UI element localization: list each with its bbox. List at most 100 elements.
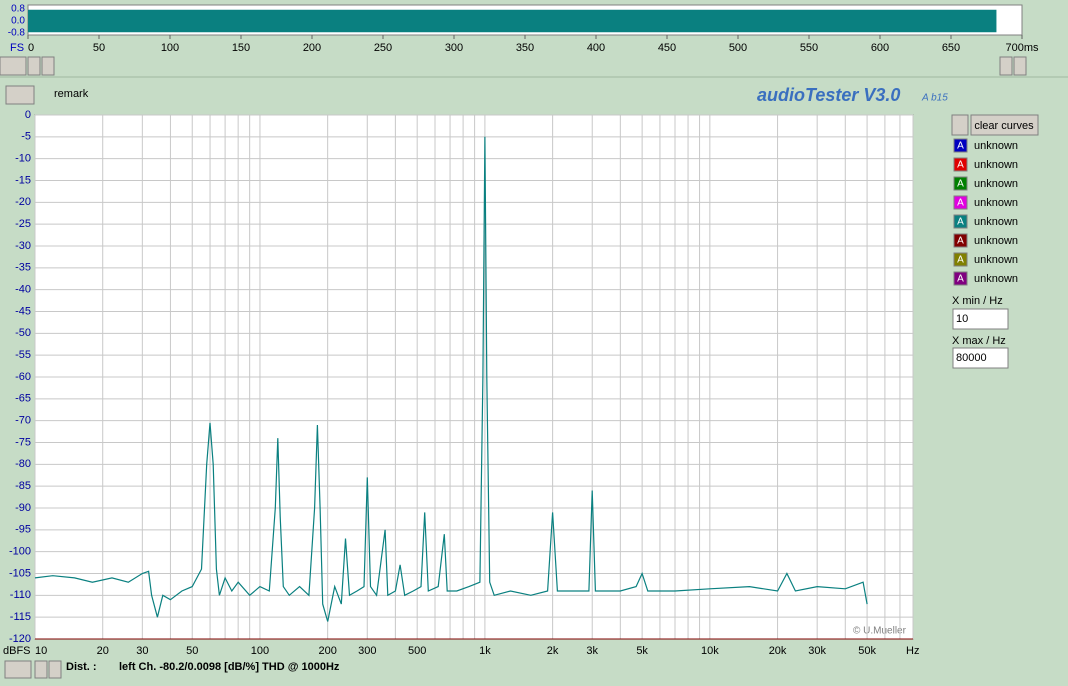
legend-label: unknown [974, 159, 1018, 171]
scroll-left[interactable] [999, 56, 1013, 76]
x-tick-label: 50 [186, 645, 198, 657]
y-tick-label: -25 [15, 218, 31, 230]
x-tick-label: 30k [808, 645, 826, 657]
legend-label: unknown [974, 140, 1018, 152]
xmin-input[interactable] [952, 308, 1009, 330]
waveform-x-label: FS [10, 42, 24, 54]
x-tick-label: 100 [251, 645, 269, 657]
legend-label: unknown [974, 254, 1018, 266]
waveform [28, 9, 997, 33]
y-tick-label: -110 [10, 589, 31, 601]
x-tick-label: 1k [479, 645, 491, 657]
spin-button[interactable] [951, 114, 969, 136]
remark-label: remark [54, 88, 89, 100]
y-tick-label: -50 [15, 327, 31, 339]
y-tick-label: -20 [15, 196, 31, 208]
y-tick-label: -0.8 [8, 28, 26, 39]
y-tick-label: 0.8 [11, 4, 25, 15]
status-text: left Ch. -80.2/0.0098 [dB/%] THD @ 1000H… [119, 661, 340, 673]
spin-button[interactable] [4, 660, 32, 679]
legend-label: unknown [974, 216, 1018, 228]
x-tick-label: 600 [871, 42, 889, 54]
y-tick-label: -85 [15, 480, 31, 492]
legend-label: unknown [974, 273, 1018, 285]
x-tick-label: 3k [586, 645, 598, 657]
legend-icon [953, 195, 968, 210]
y-tick-label: -100 [9, 546, 31, 558]
y-tick-label: -95 [15, 524, 31, 536]
x-tick-label: 50 [93, 42, 105, 54]
legend-label: unknown [974, 197, 1018, 209]
y-tick-label: -45 [15, 305, 31, 317]
legend-label: unknown [974, 235, 1018, 247]
scroll-right[interactable] [1013, 56, 1027, 76]
scroll-left[interactable] [27, 56, 41, 76]
y-tick-label: -55 [15, 349, 31, 361]
legend-icon-letter: A [957, 255, 964, 266]
x-tick-label: 650 [942, 42, 960, 54]
y-tick-label: 0.0 [11, 16, 25, 27]
y-tick-label: -60 [15, 371, 31, 383]
x-tick-label: 700ms [1005, 42, 1039, 54]
y-tick-label: -5 [21, 131, 31, 143]
x-tick-label: 2k [547, 645, 559, 657]
x-tick-label: 300 [358, 645, 376, 657]
app-title: audioTester V3.0 [757, 85, 900, 105]
spin-button[interactable] [0, 56, 27, 76]
y-tick-label: -115 [10, 611, 31, 623]
xmin-value: 10 [956, 313, 968, 325]
scroll-buttons[interactable] [0, 56, 1027, 679]
legend-icon [953, 214, 968, 229]
legend-icon [953, 271, 968, 286]
x-tick-label: 50k [858, 645, 876, 657]
clear-curves-button[interactable] [970, 114, 1039, 136]
y-axis-label: dBFS [3, 645, 31, 657]
x-axis-label: Hz [906, 645, 919, 657]
x-tick-label: 30 [136, 645, 148, 657]
xmin-label: X min / Hz [952, 295, 1003, 307]
x-tick-label: 150 [232, 42, 250, 54]
legend-icon [953, 157, 968, 172]
y-tick-label: 0 [25, 109, 31, 121]
legend-icon [953, 252, 968, 267]
x-tick-label: 10k [701, 645, 719, 657]
x-tick-label: 500 [408, 645, 426, 657]
legend-icon-letter: A [957, 217, 964, 228]
x-tick-label: 200 [303, 42, 321, 54]
scroll-left[interactable] [34, 660, 48, 679]
x-tick-label: 0 [28, 42, 34, 54]
legend-icon [953, 176, 968, 191]
status-label: Dist. : [66, 661, 97, 673]
spectrum-line [34, 136, 868, 622]
y-tick-label: -40 [15, 284, 31, 296]
xmax-input[interactable] [952, 347, 1009, 369]
y-tick-label: -70 [15, 415, 31, 427]
x-tick-label: 200 [318, 645, 336, 657]
legend-icon [953, 138, 968, 153]
scroll-right[interactable] [48, 660, 62, 679]
x-tick-label: 10 [35, 645, 47, 657]
y-tick-label: -75 [15, 436, 31, 448]
xmax-label: X max / Hz [952, 335, 1006, 347]
y-tick-label: -15 [15, 174, 31, 186]
x-tick-label: 250 [374, 42, 392, 54]
scroll-right[interactable] [41, 56, 55, 76]
xmax-value: 80000 [956, 352, 987, 364]
x-tick-label: 20k [769, 645, 787, 657]
copyright: © U.Mueller [853, 626, 907, 637]
x-tick-label: 400 [587, 42, 605, 54]
x-tick-label: 450 [658, 42, 676, 54]
x-tick-label: 100 [161, 42, 179, 54]
spin-button[interactable] [5, 85, 35, 105]
legend-icon-letter: A [957, 141, 964, 152]
y-tick-label: -105 [9, 567, 31, 579]
y-tick-label: -30 [15, 240, 31, 252]
legend-icon-letter: A [957, 179, 964, 190]
legend-icon-letter: A [957, 274, 964, 285]
x-tick-label: 5k [636, 645, 648, 657]
version: A b15 [921, 93, 948, 104]
y-tick-label: -10 [15, 153, 31, 165]
y-tick-label: -35 [15, 262, 31, 274]
y-tick-label: -65 [15, 393, 31, 405]
